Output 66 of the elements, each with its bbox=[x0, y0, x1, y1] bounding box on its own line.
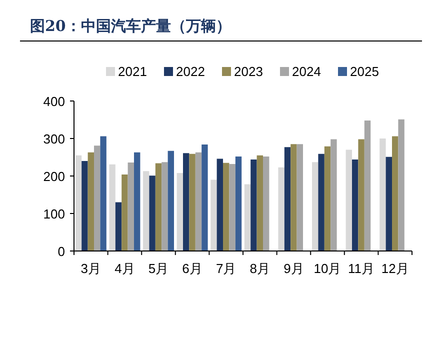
bar bbox=[195, 152, 202, 251]
bar bbox=[122, 174, 128, 251]
bar bbox=[358, 139, 364, 251]
x-tick-label: 3月 bbox=[80, 261, 102, 276]
bar bbox=[352, 160, 358, 251]
chart-title: 图20：中国汽车产量（万辆） bbox=[30, 17, 231, 35]
bar bbox=[318, 154, 324, 251]
bar bbox=[210, 180, 217, 251]
y-tick-label: 0 bbox=[58, 244, 65, 259]
bar bbox=[346, 150, 352, 251]
bar bbox=[115, 202, 122, 251]
x-tick-label: 12月 bbox=[381, 261, 409, 276]
bar bbox=[312, 162, 318, 251]
bar bbox=[134, 152, 140, 251]
bar bbox=[278, 167, 284, 251]
bar bbox=[380, 138, 386, 251]
bar bbox=[183, 153, 190, 251]
bar bbox=[176, 173, 183, 251]
bar bbox=[88, 152, 94, 251]
bar bbox=[109, 164, 116, 251]
bar bbox=[330, 139, 337, 251]
bar bbox=[324, 146, 331, 251]
y-tick-label: 100 bbox=[43, 206, 65, 222]
bar bbox=[128, 162, 134, 251]
legend-label: 2023 bbox=[234, 64, 263, 79]
bar bbox=[256, 155, 263, 251]
bar bbox=[290, 144, 297, 251]
bar bbox=[162, 162, 168, 251]
bar bbox=[149, 176, 156, 251]
bar bbox=[155, 163, 162, 251]
bar bbox=[189, 154, 196, 251]
bar bbox=[168, 150, 174, 251]
bar bbox=[143, 171, 150, 251]
x-tick-label: 9月 bbox=[284, 261, 304, 276]
bar bbox=[216, 158, 223, 251]
bar bbox=[82, 161, 88, 251]
legend-label: 2021 bbox=[118, 64, 147, 79]
bar bbox=[75, 155, 82, 251]
bar bbox=[202, 144, 208, 251]
bar bbox=[223, 162, 230, 251]
legend-label: 2024 bbox=[292, 64, 321, 79]
x-tick-label: 8月 bbox=[250, 261, 270, 276]
y-tick-label: 400 bbox=[43, 94, 65, 109]
legend-label: 2025 bbox=[350, 64, 379, 79]
x-tick-label: 6月 bbox=[182, 261, 202, 276]
x-tick-label: 4月 bbox=[114, 261, 135, 276]
bar bbox=[386, 156, 392, 251]
bar bbox=[100, 136, 106, 251]
bar bbox=[398, 119, 404, 251]
bar bbox=[364, 120, 371, 251]
x-tick-label: 11月 bbox=[348, 261, 375, 276]
bar bbox=[263, 156, 270, 251]
bar bbox=[244, 184, 251, 251]
bar bbox=[235, 156, 242, 251]
bar bbox=[392, 136, 398, 251]
bar bbox=[284, 147, 291, 251]
y-tick-label: 300 bbox=[43, 132, 65, 146]
x-tick-label: 7月 bbox=[216, 261, 236, 276]
bar bbox=[229, 164, 236, 251]
x-tick-label: 10月 bbox=[314, 261, 342, 276]
legend-label: 2022 bbox=[176, 64, 205, 79]
bar bbox=[94, 146, 100, 251]
bar bbox=[250, 160, 257, 251]
x-tick-label: 5月 bbox=[148, 261, 169, 276]
y-tick-label: 200 bbox=[43, 169, 65, 184]
bar bbox=[296, 144, 303, 251]
